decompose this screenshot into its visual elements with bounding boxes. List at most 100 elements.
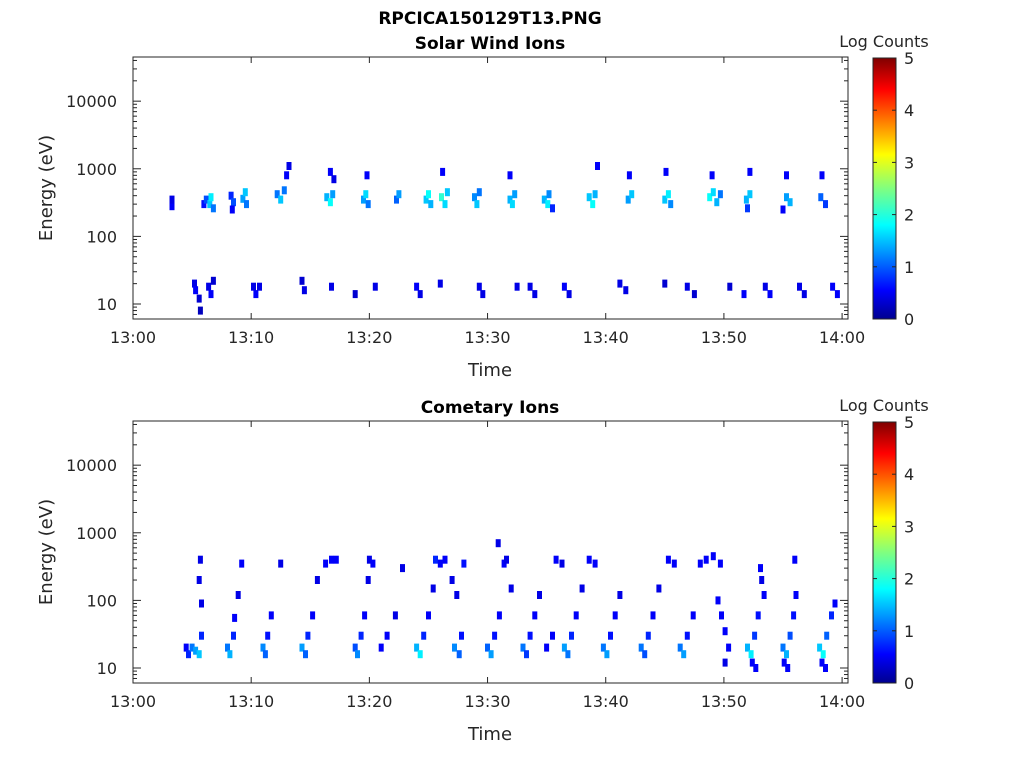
heatmap-cell xyxy=(203,195,209,204)
heatmap-cell xyxy=(476,282,482,291)
heatmap-cell xyxy=(780,205,786,214)
heatmap-cell xyxy=(617,591,623,599)
heatmap-cell xyxy=(314,576,320,584)
x-tick-label: 14:00 xyxy=(819,328,865,347)
heatmap-cell xyxy=(818,193,824,202)
heatmap-cell xyxy=(244,200,249,209)
heatmap-cell xyxy=(430,584,436,593)
heatmap-cell xyxy=(440,167,446,176)
heatmap-cell xyxy=(565,650,571,659)
heatmap-cell xyxy=(759,576,765,584)
heatmap-cell xyxy=(262,650,268,659)
heatmap-cell xyxy=(784,193,789,202)
heatmap-cell xyxy=(507,195,513,204)
heatmap-cell xyxy=(392,611,398,620)
heatmap-cell xyxy=(697,559,703,568)
heatmap-cell xyxy=(677,643,683,652)
heatmap-cell xyxy=(239,559,245,568)
heatmap-cell xyxy=(527,631,533,640)
heatmap-cell xyxy=(715,596,721,605)
heatmap-cell xyxy=(507,171,513,180)
heatmap-cell xyxy=(823,664,828,672)
heatmap-cell xyxy=(329,282,334,291)
heatmap-cell xyxy=(710,552,716,561)
heatmap-cell xyxy=(753,664,759,672)
colorbar-tick-label: 1 xyxy=(904,258,914,277)
heatmap-cell xyxy=(592,559,598,568)
heatmap-cell xyxy=(454,591,460,599)
heatmap-cell xyxy=(253,290,259,299)
colorbar-label: Log Counts xyxy=(839,396,929,415)
x-tick-label: 13:20 xyxy=(346,692,392,711)
cometary-panel: Cometary Ions 13:00 13:10 13:20 13:30 13:40 1… xyxy=(36,396,929,745)
heatmap-cell xyxy=(656,584,662,593)
heatmap-cell xyxy=(207,200,213,209)
heatmap-cell xyxy=(719,611,724,620)
colorbar-label: Log Counts xyxy=(839,32,929,51)
heatmap-cell xyxy=(352,643,358,652)
heatmap-cell xyxy=(727,282,733,291)
heatmap-cell xyxy=(355,650,360,659)
x-tick-label: 13:30 xyxy=(464,692,510,711)
x-tick-label: 13:40 xyxy=(583,328,629,347)
y-tick-label: 100 xyxy=(86,591,117,610)
heatmap-cell xyxy=(232,613,238,622)
heatmap-cell xyxy=(442,555,448,564)
heatmap-cell xyxy=(192,279,197,288)
heatmap-cell xyxy=(228,191,234,200)
x-tick-label: 13:10 xyxy=(228,328,274,347)
heatmap-cell xyxy=(787,631,793,640)
y-tick-label: 10000 xyxy=(66,456,117,475)
heatmap-cell xyxy=(488,650,494,659)
heatmap-cell xyxy=(394,195,399,204)
heatmap-cell xyxy=(299,276,305,285)
heatmap-cell xyxy=(747,167,753,176)
heatmap-cell xyxy=(231,198,236,207)
heatmap-cell xyxy=(235,591,241,599)
colorbar-ticks: 0 1 2 3 4 5 xyxy=(873,413,914,693)
plot-area-frame xyxy=(132,56,849,320)
heatmap-cell xyxy=(278,195,284,204)
heatmap-cell xyxy=(642,650,648,659)
x-tick-label: 13:00 xyxy=(110,692,156,711)
heatmap-cell xyxy=(709,171,715,180)
heatmap-cell xyxy=(333,555,339,564)
heatmap-cell xyxy=(755,611,761,620)
heatmap-cell xyxy=(761,591,767,599)
heatmap-cell xyxy=(495,539,501,548)
heatmap-cell xyxy=(787,198,793,207)
heatmap-cell xyxy=(426,611,431,620)
colorbar-tick-label: 5 xyxy=(904,49,914,68)
heatmap-cell xyxy=(832,599,838,608)
heatmap-cell xyxy=(762,282,768,291)
heatmap-cell xyxy=(671,559,677,568)
heatmap-cell xyxy=(665,190,671,199)
heatmap-cell xyxy=(268,611,274,620)
heatmap-cell xyxy=(819,658,825,667)
heatmap-cell xyxy=(691,290,697,299)
x-tick-label: 13:00 xyxy=(110,328,156,347)
heatmap-cell xyxy=(752,631,758,640)
heatmap-cell xyxy=(714,198,720,207)
x-tick-label: 13:50 xyxy=(701,328,747,347)
heatmap-cell xyxy=(527,282,533,291)
heatmap-cell xyxy=(496,611,502,620)
heatmap-cell xyxy=(186,650,191,659)
heatmap-cell xyxy=(586,555,592,564)
heatmap-cell xyxy=(793,591,799,599)
heatmap-cell xyxy=(820,650,826,659)
heatmap-cell xyxy=(423,195,429,204)
heatmap-cell xyxy=(590,200,596,209)
colorbar xyxy=(872,421,897,684)
heatmap-cell xyxy=(227,650,233,659)
heatmap-cell xyxy=(193,646,199,655)
heatmap-cell xyxy=(834,290,840,299)
heatmap-cell xyxy=(442,200,448,209)
heatmap-cell xyxy=(331,175,337,184)
heatmap-cell xyxy=(299,643,305,652)
x-axis-label: Time xyxy=(467,724,512,745)
heatmap-cell xyxy=(710,188,716,197)
heatmap-cell xyxy=(612,611,618,620)
heatmap-cell xyxy=(421,631,427,640)
heatmap-cell xyxy=(797,282,802,291)
